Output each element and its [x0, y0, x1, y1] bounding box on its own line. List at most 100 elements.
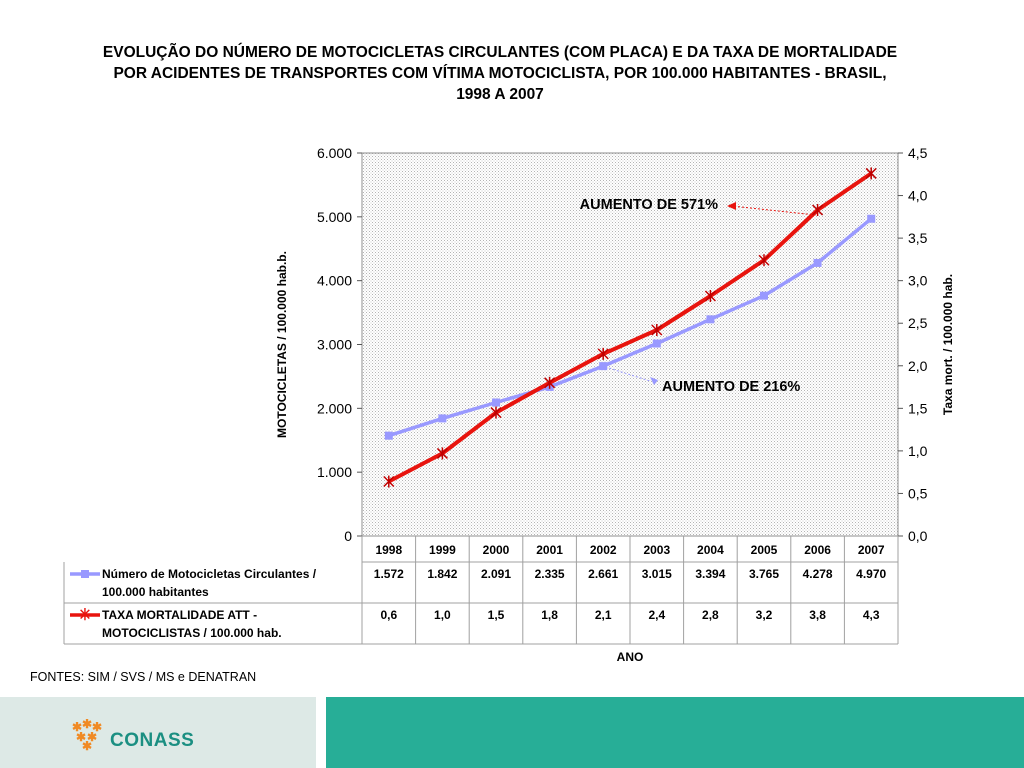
table-cell-value: 1,0 — [434, 608, 451, 622]
series-mortality-line — [387, 171, 873, 484]
annotation-216-arrowhead — [650, 377, 658, 385]
svg-text:✱: ✱ — [87, 730, 97, 744]
table-cell-value: 2,8 — [702, 608, 719, 622]
x-axis-label: ANO — [617, 650, 644, 664]
table-cell-value: 3,8 — [809, 608, 826, 622]
y-right-tick-label: 2,0 — [908, 358, 928, 374]
y-left-tick-label: 4.000 — [317, 273, 352, 289]
y-left-tick-label: 2.000 — [317, 400, 352, 416]
series-mortality-point — [597, 347, 609, 360]
svg-text:✱: ✱ — [72, 720, 82, 734]
series-mortality-point — [383, 475, 395, 488]
table-cell-value: 2,4 — [648, 608, 665, 622]
series-mortality-point — [436, 447, 448, 460]
series-motorcycles-point — [867, 214, 876, 223]
x-tick-label: 1998 — [375, 543, 402, 557]
table-cell-value: 4.970 — [856, 567, 886, 581]
x-tick-label: 2002 — [590, 543, 617, 557]
table-cell-value: 3.015 — [642, 567, 672, 581]
table-cell-value: 2.661 — [588, 567, 618, 581]
annotation-571-label: AUMENTO DE 571% — [580, 197, 718, 213]
footer-left-panel — [0, 697, 316, 768]
legend-entry-label: MOTOCICLISTAS / 100.000 hab. — [102, 626, 282, 640]
table-cell-value: 0,6 — [380, 608, 397, 622]
y-left-tick-label: 1.000 — [317, 464, 352, 480]
axes: 0 1.000 2.000 3.000 4.000 5.000 6.000 0,0 0,5 1,0… — [275, 145, 955, 544]
series-mortality-point — [865, 167, 877, 180]
series-motorcycles-point — [599, 362, 608, 371]
table-cell-value: 1,8 — [541, 608, 558, 622]
y-right-tick-label: 4,5 — [908, 145, 928, 161]
x-tick-label: 2004 — [697, 543, 724, 557]
x-tick-label: 2003 — [643, 543, 670, 557]
series-mortality-point — [544, 376, 556, 389]
x-tick-label: 2006 — [804, 543, 831, 557]
table-cell-value: 1,5 — [488, 608, 505, 622]
series-mortality-point — [812, 204, 824, 217]
table-cell-value: 2.091 — [481, 567, 511, 581]
y-right-tick-label: 0,0 — [908, 528, 928, 544]
y-right-tick-label: 2,5 — [908, 315, 928, 331]
y-right-tick-label: 3,5 — [908, 230, 928, 246]
y-right-tick-label: 1,0 — [908, 443, 928, 459]
series-layer — [383, 167, 877, 488]
x-tick-label: 2005 — [751, 543, 778, 557]
y-right-tick-label: 0,5 — [908, 485, 928, 501]
conass-logo: ✱ ✱ ✱ ✱ ✱ ✱ CONASS — [70, 715, 194, 755]
svg-text:✱: ✱ — [82, 719, 92, 731]
conass-logo-text: CONASS — [110, 730, 195, 751]
annotation-216-leader — [609, 367, 651, 382]
series-motorcycles-point — [438, 414, 447, 423]
table-cell-value: 2.335 — [535, 567, 565, 581]
svg-text:✱: ✱ — [92, 720, 102, 734]
y-left-axis-label: MOTOCICLETAS / 100.000 hab.b. — [275, 251, 289, 438]
table-cell-value: 3,2 — [756, 608, 773, 622]
series-mortality-point — [704, 289, 716, 302]
y-right-axis-label: Taxa mort. / 100.000 hab. — [941, 274, 955, 415]
y-right-tick-label: 4,0 — [908, 188, 928, 204]
y-left-tick-label: 5.000 — [317, 209, 352, 225]
legend-swatch-marker — [81, 570, 89, 578]
svg-text:✱: ✱ — [76, 730, 86, 744]
series-motorcycles-point — [384, 431, 393, 440]
table-cell-value: 4.278 — [803, 567, 833, 581]
x-tick-label: 2000 — [483, 543, 510, 557]
source-note: FONTES: SIM / SVS / MS e DENATRAN — [30, 670, 257, 684]
series-mortality-point — [758, 254, 770, 267]
legend-entry-label: 100.000 habitantes — [102, 585, 209, 599]
legend-entry-label: TAXA MORTALIDADE ATT - — [102, 608, 257, 622]
table-cell-value: 3.765 — [749, 567, 779, 581]
annotation-571-arrowhead — [727, 202, 736, 210]
footer-separator — [316, 697, 326, 768]
table-cell-value: 4,3 — [863, 608, 880, 622]
legend-entry-label: Número de Motocicletas Circulantes / — [102, 567, 317, 581]
series-mortality-point — [490, 406, 502, 419]
y-right-tick-label: 1,5 — [908, 400, 928, 416]
legend-swatch-marker: ✳ — [78, 607, 91, 624]
y-left-tick-label: 6.000 — [317, 145, 352, 161]
conass-logo-mark: ✱ ✱ ✱ ✱ ✱✱ — [72, 719, 102, 751]
table-cell-value: 1.842 — [427, 567, 457, 581]
x-tick-label: 1999 — [429, 543, 456, 557]
x-tick-label: 2007 — [858, 543, 885, 557]
series-motorcycles-point — [760, 291, 768, 300]
series-motorcycles-point — [813, 258, 822, 267]
svg-text:✱: ✱ — [82, 739, 92, 751]
annotation-216-label: AUMENTO DE 216% — [662, 379, 800, 395]
x-tick-label: 2001 — [536, 543, 563, 557]
data-table: 1998 1999 2000 2001 2002 2003 2004 2005 2006 2007… — [63, 536, 899, 664]
table-cell-value: 1.572 — [374, 567, 404, 581]
y-left-tick-label: 3.000 — [317, 337, 352, 353]
table-cell-value: 3.394 — [695, 567, 725, 581]
y-right-tick-label: 3,0 — [908, 273, 928, 289]
footer-band: ✱ ✱ ✱ ✱ ✱ ✱ CONASS — [0, 697, 1024, 768]
series-motorcycles-point — [652, 339, 661, 348]
y-left-tick-label: 0 — [344, 528, 352, 544]
chart-title: EVOLUÇÃO DO NÚMERO DE MOTOCICLETAS CIRCU… — [102, 44, 898, 103]
series-mortality-point — [651, 324, 663, 337]
annotations: AUMENTO DE 571% AUMENTO DE 216% — [580, 197, 816, 395]
series-motorcycles-point — [706, 315, 715, 324]
table-cell-value: 2,1 — [595, 608, 612, 622]
chart-svg: 0 1.000 2.000 3.000 4.000 5.000 6.000 0,0 0,5 1,0… — [63, 145, 955, 664]
series-motorcycles-point — [492, 398, 500, 407]
